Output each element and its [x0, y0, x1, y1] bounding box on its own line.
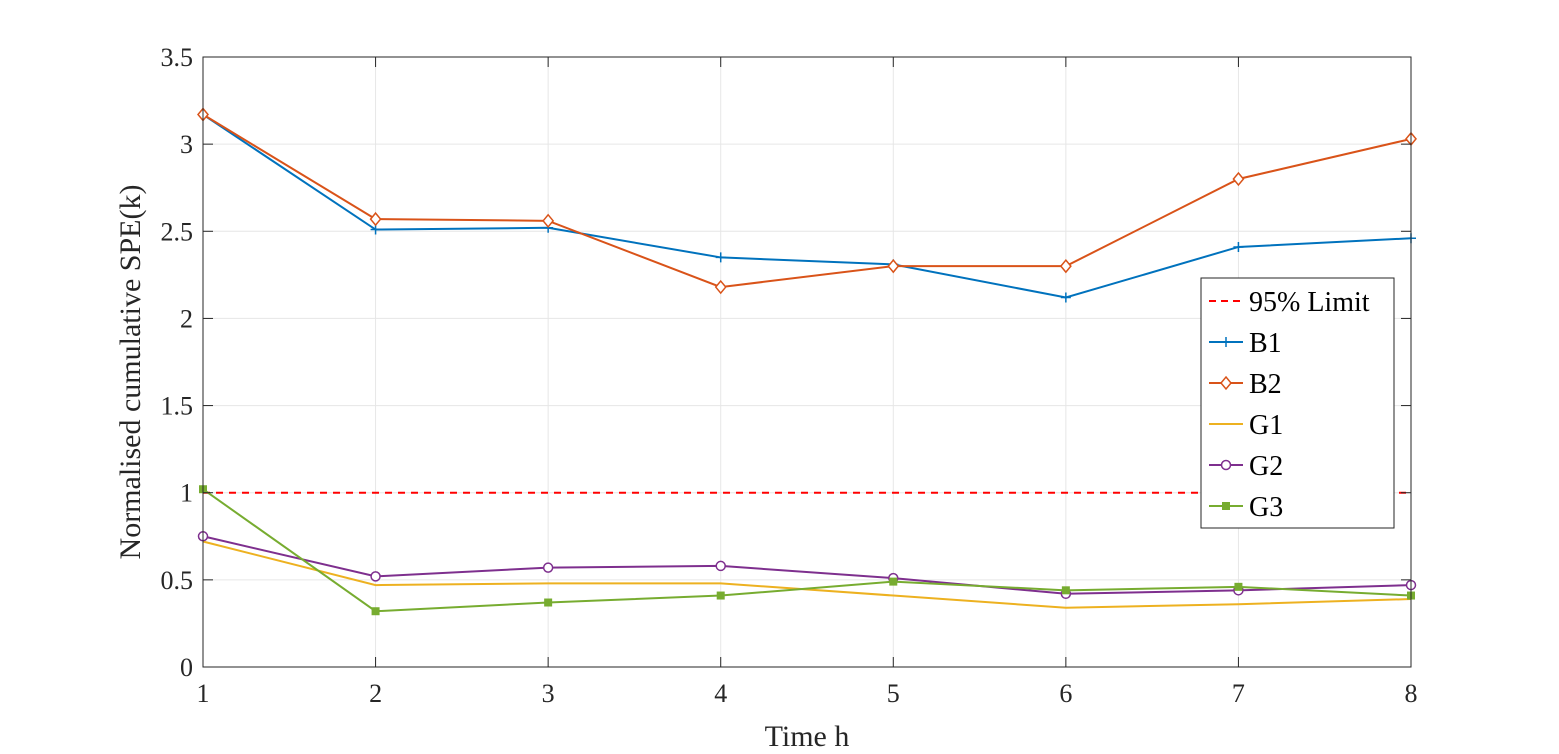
legend-label: B1 — [1249, 328, 1282, 359]
legend-box — [1200, 277, 1395, 529]
y-tick-label: 2.5 — [161, 217, 194, 246]
x-axis-label: Time h — [765, 720, 850, 753]
data-point-g2 — [370, 571, 381, 582]
legend-label: G1 — [1249, 410, 1283, 441]
x-tick-label: 4 — [714, 679, 727, 708]
legend-item-b2: B2 — [1209, 369, 1282, 400]
series-line-b2 — [202, 113, 1412, 289]
y-tick-label: 1 — [180, 479, 193, 508]
y-tick-label: 0.5 — [161, 566, 194, 595]
legend-marker — [1222, 502, 1230, 510]
plot-area-frame — [202, 56, 1412, 668]
legend-marker — [1220, 459, 1232, 471]
series-g1 — [202, 540, 1412, 609]
x-tick-label: 3 — [542, 679, 555, 708]
data-point-g3 — [716, 591, 725, 600]
legend-label: 95% Limit — [1249, 287, 1370, 318]
series-b1 — [198, 109, 1416, 303]
legend-label: G2 — [1249, 451, 1283, 482]
data-point-b2 — [369, 211, 382, 227]
data-point-b2 — [1232, 171, 1245, 187]
legend: 95% Limit B1 B2 G1 G2 G3 — [1200, 277, 1395, 529]
legend-label: G3 — [1249, 492, 1283, 523]
series-lines — [197, 107, 1417, 616]
data-point-b2 — [1059, 258, 1072, 274]
y-tick-label: 1.5 — [161, 392, 194, 421]
legend-item-g3: G3 — [1209, 492, 1283, 523]
legend-item-g1: G1 — [1209, 410, 1283, 441]
series-line-g2 — [202, 535, 1412, 595]
data-point-g3 — [889, 577, 898, 586]
x-tick-label: 7 — [1232, 679, 1245, 708]
y-tick-label: 2 — [180, 304, 193, 333]
legend-item-b1: B1 — [1209, 328, 1282, 359]
x-tick-label: 8 — [1405, 679, 1418, 708]
data-point-g2 — [715, 560, 726, 572]
series-b2 — [197, 107, 1417, 295]
legend-item-g2: G2 — [1209, 451, 1283, 482]
data-point-g2 — [542, 562, 554, 573]
data-point-g3 — [1234, 582, 1243, 591]
x-tick-label: 1 — [197, 679, 210, 708]
data-point-b2 — [714, 279, 727, 295]
data-point-b2 — [887, 258, 900, 274]
x-tick-label: 6 — [1059, 679, 1072, 708]
data-point-g3 — [371, 607, 380, 616]
x-tick-label: 2 — [369, 679, 382, 708]
legend-item-95-limit: 95% Limit — [1209, 287, 1370, 318]
data-point-b1 — [1060, 292, 1071, 303]
legend-marker — [1220, 375, 1232, 391]
data-point-g3 — [544, 598, 553, 607]
series-line-b1 — [202, 113, 1412, 299]
data-point-b2 — [542, 213, 555, 229]
y-tick-label: 3.5 — [161, 43, 194, 72]
y-tick-label: 0 — [180, 653, 193, 682]
series-line-g1 — [202, 540, 1412, 609]
data-point-g3 — [1061, 586, 1070, 595]
series-line-g3 — [202, 488, 1412, 613]
y-tick-label: 3 — [180, 130, 193, 159]
legend-marker — [1221, 337, 1231, 347]
x-tick-label: 5 — [887, 679, 900, 708]
data-point-b1 — [715, 252, 726, 263]
y-axis-label: Normalised cumulative SPE(k) — [114, 185, 147, 560]
legend-label: B2 — [1249, 369, 1282, 400]
data-point-b1 — [1233, 241, 1244, 252]
axis-ticks: 1 2 3 4 5 6 7 8 0 0.5 1 1.5 2 2.5 3 3.5 — [161, 43, 1418, 708]
